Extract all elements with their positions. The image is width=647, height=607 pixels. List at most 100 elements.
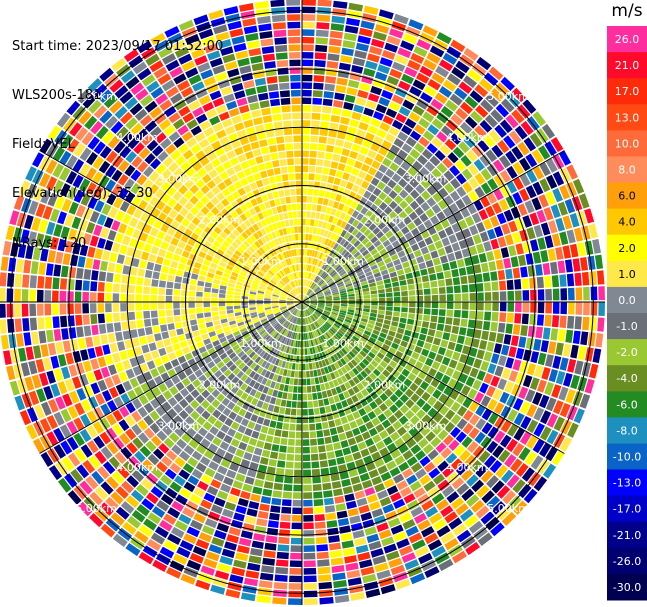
velocity-gate (299, 348, 302, 355)
velocity-gate (310, 438, 317, 446)
velocity-gate (258, 314, 266, 319)
velocity-gate (80, 349, 89, 361)
velocity-gate (360, 512, 373, 522)
velocity-gate (237, 153, 247, 163)
velocity-gate (320, 414, 328, 422)
velocity-gate (323, 159, 331, 168)
velocity-gate (531, 197, 542, 211)
velocity-gate (207, 361, 216, 369)
velocity-gate (300, 264, 302, 271)
velocity-gate (287, 297, 294, 300)
velocity-gate (526, 363, 537, 376)
velocity-gate (423, 253, 432, 262)
velocity-gate (304, 241, 308, 249)
velocity-gate (76, 89, 91, 104)
velocity-gate (60, 408, 72, 423)
velocity-gate (393, 184, 403, 194)
velocity-gate (487, 398, 498, 411)
velocity-gate (498, 198, 509, 211)
velocity-gate (126, 246, 135, 257)
velocity-gate (394, 388, 404, 398)
velocity-gate (302, 295, 306, 301)
velocity-gate (302, 14, 316, 21)
velocity-gate (281, 291, 288, 296)
velocity-gate (100, 334, 109, 345)
velocity-gate (463, 47, 479, 61)
velocity-gate (189, 493, 202, 505)
velocity-gate (388, 517, 401, 528)
velocity-gate (130, 169, 142, 182)
velocity-gate (229, 462, 240, 472)
velocity-gate (347, 437, 357, 446)
velocity-gate (352, 261, 359, 268)
velocity-gate (109, 79, 124, 93)
velocity-gate (250, 362, 257, 370)
velocity-gate (226, 306, 233, 310)
velocity-gate (302, 294, 305, 301)
start-time-text: Start time: 2023/09/17 01:52:00 (12, 38, 224, 54)
velocity-gate (264, 298, 271, 301)
velocity-gate (373, 240, 382, 248)
velocity-gate (260, 38, 274, 47)
velocity-gate (285, 250, 290, 258)
velocity-gate (398, 443, 409, 454)
velocity-gate (343, 32, 357, 42)
velocity-gate (317, 293, 324, 297)
velocity-gate (473, 159, 485, 172)
velocity-gate (105, 427, 118, 440)
velocity-gate (303, 537, 315, 545)
velocity-gate (321, 174, 328, 183)
velocity-gate (581, 271, 590, 286)
velocity-gate (278, 359, 283, 367)
velocity-gate (459, 449, 471, 462)
velocity-gate (153, 357, 163, 367)
velocity-gate (25, 245, 34, 260)
velocity-gate (302, 52, 314, 59)
velocity-gate (297, 279, 300, 286)
velocity-gate (204, 356, 213, 364)
velocity-gate (353, 356, 361, 364)
velocity-gate (382, 343, 390, 351)
velocity-gate (39, 418, 52, 433)
velocity-gate (97, 281, 105, 292)
velocity-gate (166, 281, 174, 289)
velocity-gate (271, 239, 277, 247)
velocity-gate (186, 383, 196, 393)
velocity-gate (355, 295, 363, 299)
velocity-gate (244, 210, 252, 219)
velocity-gate (150, 158, 161, 170)
velocity-gate (397, 426, 407, 437)
velocity-gate (231, 385, 239, 394)
velocity-gate (256, 249, 263, 257)
velocity-gate (544, 381, 555, 396)
velocity-gate (23, 332, 32, 346)
velocity-gate (291, 347, 295, 355)
velocity-gate (99, 417, 111, 430)
velocity-gate (327, 279, 334, 285)
velocity-gate (309, 370, 314, 378)
velocity-gate (326, 278, 333, 284)
velocity-gate (314, 514, 325, 522)
velocity-gate (350, 200, 359, 209)
velocity-gate (383, 278, 391, 284)
velocity-gate (222, 143, 233, 153)
velocity-gate (253, 533, 266, 542)
velocity-gate (268, 283, 275, 288)
velocity-gate (488, 66, 504, 81)
velocity-gate (390, 449, 401, 459)
velocity-gate (211, 293, 218, 298)
velocity-gate (216, 212, 225, 221)
velocity-gate (313, 369, 318, 377)
velocity-gate (348, 304, 355, 308)
velocity-gate (312, 90, 323, 98)
velocity-gate (115, 486, 129, 499)
velocity-gate (47, 125, 61, 141)
velocity-gate (431, 302, 439, 309)
velocity-gate (378, 289, 385, 294)
velocity-gate (311, 461, 320, 469)
velocity-gate (349, 420, 358, 429)
velocity-gate (253, 205, 261, 214)
velocity-gate (331, 388, 338, 396)
velocity-gate (168, 112, 181, 124)
velocity-gate (179, 450, 190, 462)
